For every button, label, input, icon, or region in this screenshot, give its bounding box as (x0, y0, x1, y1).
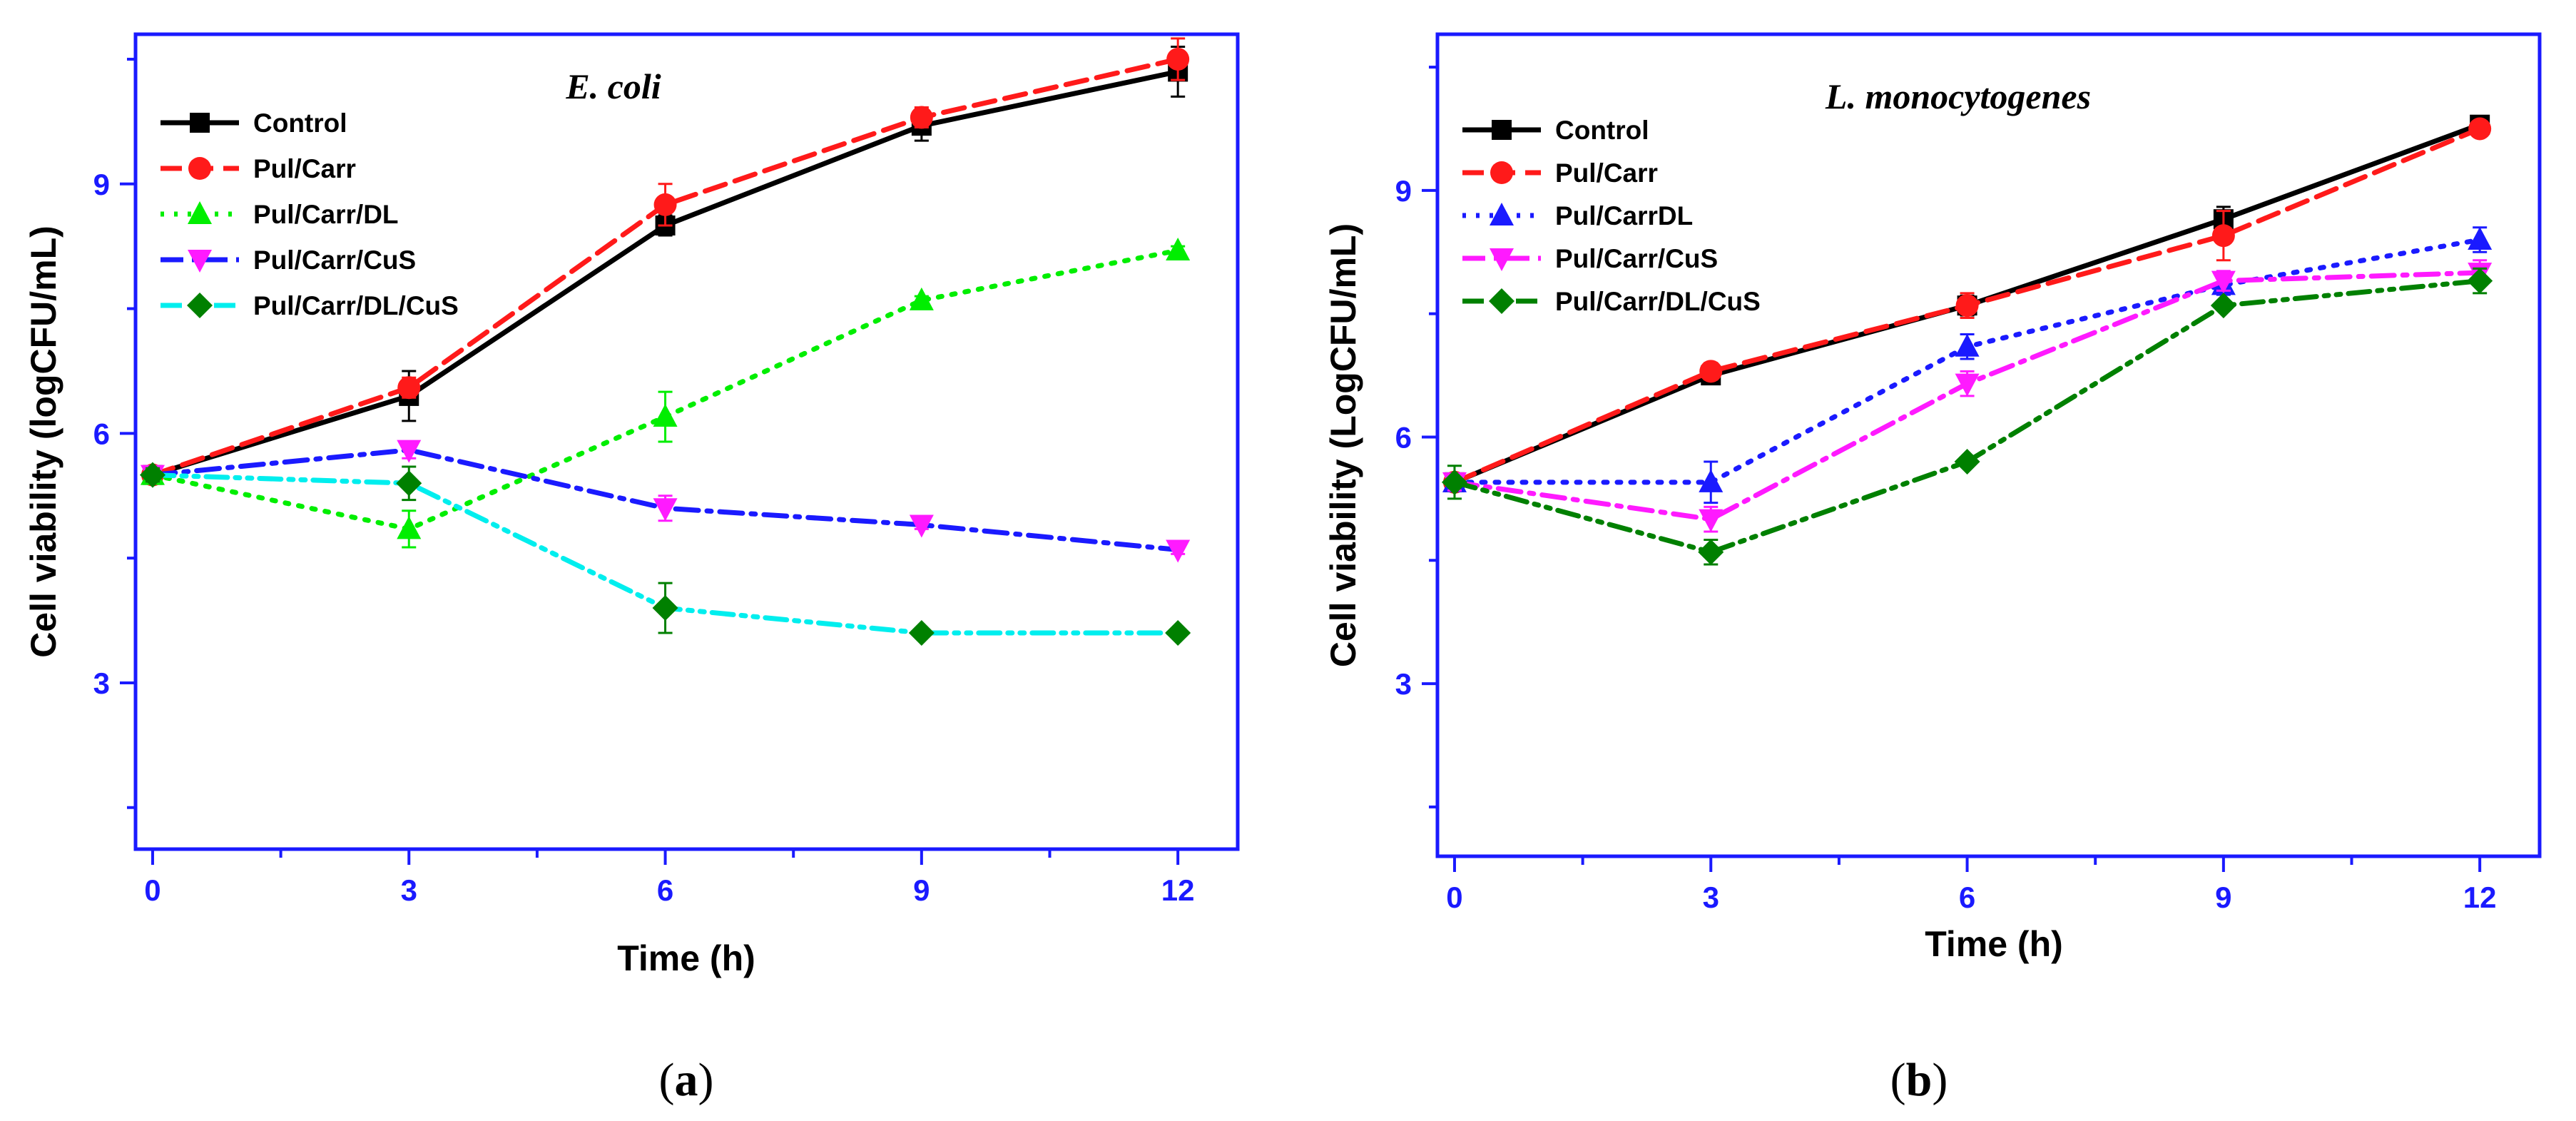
data-point (653, 404, 678, 427)
data-point (2210, 293, 2236, 319)
data-point (1699, 360, 1723, 383)
legend-marker (188, 201, 212, 224)
y-tick-label-a: 9 (93, 168, 110, 201)
legend-label: Control (253, 108, 347, 138)
data-point (397, 516, 422, 539)
data-point (396, 470, 422, 497)
data-point (2211, 270, 2236, 294)
x-axis-title-b: Time (h) (1925, 924, 2063, 964)
x-tick-label-a: 0 (144, 873, 161, 907)
data-point (1165, 620, 1191, 646)
data-point (653, 193, 677, 216)
x-tick-label-b: 6 (1959, 881, 1975, 914)
y-tick-label-b: 9 (1395, 174, 1412, 208)
data-point (397, 440, 422, 463)
data-point (1699, 469, 1724, 492)
data-point (139, 462, 166, 488)
legend-label: Pul/Carr/DL (253, 200, 399, 229)
x-tick-label-b: 9 (2215, 881, 2231, 914)
data-point (653, 498, 678, 522)
panel-label-b: (b) (1890, 1054, 1948, 1106)
x-tick-label-a: 9 (913, 873, 930, 907)
x-tick-label-b: 12 (2463, 881, 2497, 914)
legend-a: Control Pul/Carr Pul/Carr/DL Pul/Carr/CuS Pu… (161, 108, 459, 320)
series-group-b (1441, 114, 2493, 566)
data-point (397, 376, 421, 400)
data-point (910, 106, 933, 129)
legend-label: Pul/CarrDL (1555, 201, 1693, 230)
data-point (1955, 333, 1980, 357)
chart-title-b: L. monocytogenes (1825, 76, 2091, 116)
legend-marker (188, 250, 212, 273)
data-point (1166, 237, 1191, 260)
axis-ticks-b: 0 3 6 9 12 3 6 9 (1395, 66, 2497, 914)
x-tick-label-a: 12 (1161, 873, 1195, 907)
legend-label: Control (1555, 116, 1649, 145)
legend-label: Pul/Carr/CuS (1555, 244, 1718, 273)
chart-panel-a: 0 3 6 9 12 3 6 9 Control Pul/Carr Pul/Carr/DL Pul/… (24, 32, 1240, 1106)
data-point (908, 620, 935, 646)
y-tick-label-b: 3 (1395, 667, 1412, 701)
x-tick-label-a: 6 (657, 873, 673, 907)
data-point (1954, 449, 1980, 475)
y-tick-label-b: 6 (1395, 420, 1412, 454)
x-axis-title-a: Time (h) (617, 938, 755, 978)
y-axis-title-a: Cell viability (logCFU/mL) (24, 225, 63, 658)
legend-marker (1490, 203, 1514, 225)
series-group-a (139, 37, 1191, 646)
chart-panel-b: 0 3 6 9 12 3 6 9 Control Pul/Carr Pul/CarrDL Pul/C… (1323, 32, 2542, 1106)
data-point (2211, 224, 2235, 248)
y-tick-label-a: 6 (93, 417, 110, 450)
legend-marker (1490, 248, 1514, 271)
legend-label: Pul/Carr/DL/CuS (1555, 287, 1761, 316)
data-point (1955, 373, 1980, 397)
data-point (1955, 294, 1979, 318)
legend-marker (187, 293, 213, 318)
data-point (1698, 539, 1724, 565)
data-point (1166, 539, 1191, 563)
legend-b: Control Pul/Carr Pul/CarrDL Pul/Carr/CuS Pul… (1462, 116, 1761, 316)
data-point (2468, 227, 2493, 250)
data-point (2468, 117, 2492, 141)
x-tick-label-a: 3 (401, 873, 417, 907)
x-tick-label-b: 0 (1446, 881, 1462, 914)
data-point (909, 514, 934, 538)
data-point (2467, 268, 2493, 294)
data-point (652, 595, 678, 622)
y-axis-title-b: Cell viability (LogCFU/mL) (1323, 223, 1363, 667)
legend-marker (1489, 288, 1514, 314)
y-tick-label-a: 3 (93, 666, 110, 700)
legend-label: Pul/Carr (253, 154, 356, 183)
axis-ticks-a: 0 3 6 9 12 3 6 9 (93, 57, 1195, 907)
legend-marker (190, 113, 210, 133)
panel-label-a: (a) (659, 1054, 714, 1106)
data-point (1166, 47, 1190, 71)
data-point (1441, 469, 1467, 495)
legend-label: Pul/Carr/CuS (253, 245, 416, 275)
legend-marker (1490, 161, 1513, 184)
legend-label: Pul/Carr (1555, 158, 1658, 188)
legend-marker (1492, 120, 1512, 140)
data-point (1699, 509, 1724, 532)
legend-marker (188, 157, 211, 180)
plot-frame-b (1435, 32, 2542, 858)
chart-title-a: E. coli (565, 66, 661, 106)
x-tick-label-b: 3 (1703, 881, 1719, 914)
legend-label: Pul/Carr/DL/CuS (253, 291, 459, 320)
plot-frame-a (133, 32, 1240, 851)
data-point (909, 287, 934, 310)
